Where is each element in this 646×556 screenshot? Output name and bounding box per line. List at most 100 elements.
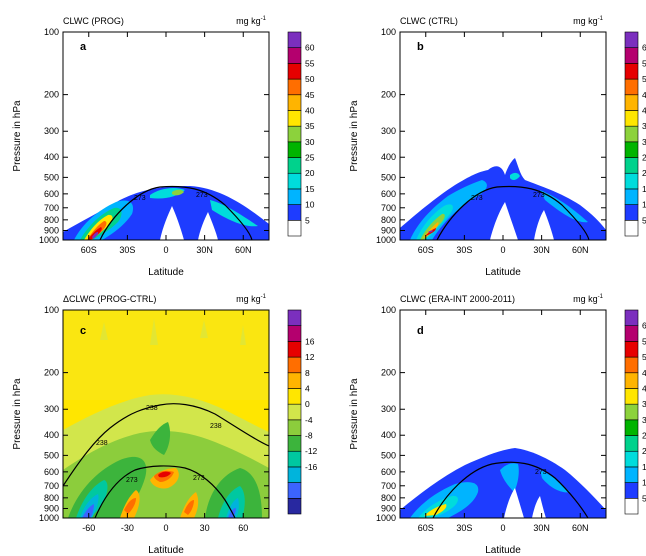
colorbar-swatch [287, 450, 302, 468]
x-tick-label: -60 [82, 523, 95, 533]
colorbar-label: 40 [305, 105, 315, 115]
x-ticks: 60S 30S 0 30N 60N [418, 310, 589, 533]
x-tick-label: 0 [500, 245, 505, 255]
y-tick-label: 400 [381, 430, 396, 440]
colorbar-label: 10 [642, 478, 646, 488]
colorbar-label: -4 [305, 415, 313, 425]
y-tick-label: 900 [381, 225, 396, 235]
units-label: mg kg-1 [573, 294, 604, 304]
colorbar-swatch [287, 325, 302, 342]
y-tick-label: 800 [44, 493, 59, 503]
colorbar-swatch [287, 466, 302, 483]
colorbar: -16 -12 -8 -4 0 4 8 12 16 [287, 309, 318, 515]
colorbar-label: 16 [305, 336, 315, 346]
colorbar-swatch [624, 466, 639, 483]
contour-label: 273 [471, 195, 483, 202]
x-tick-label: 60S [81, 245, 97, 255]
colorbar-label: 50 [642, 74, 646, 84]
colorbar-swatch [287, 498, 302, 515]
colorbar-label: 12 [305, 352, 315, 362]
colorbar-label: 5 [642, 493, 646, 503]
y-tick-label: 400 [44, 152, 59, 162]
y-tick-label: 700 [381, 203, 396, 213]
colorbar-label: -8 [305, 431, 313, 441]
colorbar-label: 60 [642, 43, 646, 53]
y-tick-label: 100 [44, 27, 59, 37]
y-tick-label: 200 [381, 90, 396, 100]
colorbar-label: 25 [305, 153, 315, 163]
x-tick-label: 0 [163, 245, 168, 255]
contour-label: 273 [196, 192, 208, 199]
colorbar-label: 55 [642, 336, 646, 346]
y-tick-label: 1000 [39, 513, 59, 523]
colorbar-label: 45 [642, 90, 646, 100]
colorbar-label: 5 [305, 215, 310, 225]
panel-label: a [80, 41, 87, 53]
units-label: mg kg-1 [236, 16, 267, 26]
x-tick-label: 30N [196, 245, 213, 255]
y-tick-label: 300 [44, 404, 59, 414]
x-tick-label: 60S [418, 245, 434, 255]
y-tick-label: 400 [381, 152, 396, 162]
y-tick-label: 1000 [39, 235, 59, 245]
panel-a: CLWC (PROG) mg kg-1 273 273 100200300400… [12, 16, 315, 278]
colorbar-label: -16 [305, 462, 318, 472]
colorbar-swatch [287, 172, 302, 190]
isotherm-273 [432, 461, 589, 518]
y-tick-label: 800 [381, 493, 396, 503]
colorbar-label: 25 [642, 153, 646, 163]
isotherm-273 [99, 185, 253, 240]
colorbar-label: 40 [642, 105, 646, 115]
y-tick-label: 300 [44, 126, 59, 136]
panel-title: CLWC (ERA-INT 2000-2011) [400, 294, 515, 304]
x-axis-label: Latitude [148, 545, 184, 556]
colorbar-swatch [624, 498, 639, 515]
colorbar: 5 10 15 20 25 30 35 40 45 50 55 60 [624, 309, 646, 515]
units-label: mg kg-1 [236, 294, 267, 304]
colorbar-swatch [287, 157, 302, 174]
colorbar-swatch [287, 188, 302, 205]
colorbar-swatch [624, 94, 639, 111]
y-tick-label: 500 [44, 172, 59, 182]
colorbar-swatch [287, 372, 302, 389]
colorbar-label: 35 [305, 121, 315, 131]
colorbar-swatch [624, 125, 639, 143]
contour-label: 238 [96, 440, 108, 447]
colorbar-swatch [624, 31, 639, 48]
contour-label: 273 [533, 192, 545, 199]
colorbar-label: 10 [305, 200, 315, 210]
y-tick-label: 500 [381, 172, 396, 182]
x-tick-label: 0 [500, 523, 505, 533]
y-tick-label: 300 [381, 404, 396, 414]
y-tick-label: 200 [44, 90, 59, 100]
colorbar-label: 30 [642, 415, 646, 425]
colorbar-label: 35 [642, 121, 646, 131]
colorbar-swatch [287, 31, 302, 48]
colorbar-label: 50 [642, 352, 646, 362]
colorbar-label: 45 [305, 90, 315, 100]
colorbar-swatch [287, 435, 302, 452]
y-tick-label: 200 [44, 368, 59, 378]
y-tick-label: 300 [381, 126, 396, 136]
colorbar-label: 15 [305, 184, 315, 194]
colorbar-label: 55 [642, 58, 646, 68]
y-tick-label: 600 [44, 467, 59, 477]
colorbar-swatch [287, 94, 302, 111]
colorbar-swatch [287, 403, 302, 421]
x-axis-label: Latitude [148, 267, 184, 278]
contour-label: 273 [193, 475, 205, 482]
colorbar-swatch [624, 110, 639, 127]
colorbar-swatch [624, 388, 639, 405]
y-axis-label: Pressure in hPa [349, 378, 360, 450]
x-tick-label: 60N [572, 523, 589, 533]
colorbar-swatch [624, 309, 639, 326]
colorbar-label: 20 [642, 168, 646, 178]
y-tick-label: 900 [44, 503, 59, 513]
isotherm-273 [436, 185, 590, 240]
x-tick-label: 30N [533, 523, 550, 533]
colorbar-swatch [287, 47, 302, 64]
